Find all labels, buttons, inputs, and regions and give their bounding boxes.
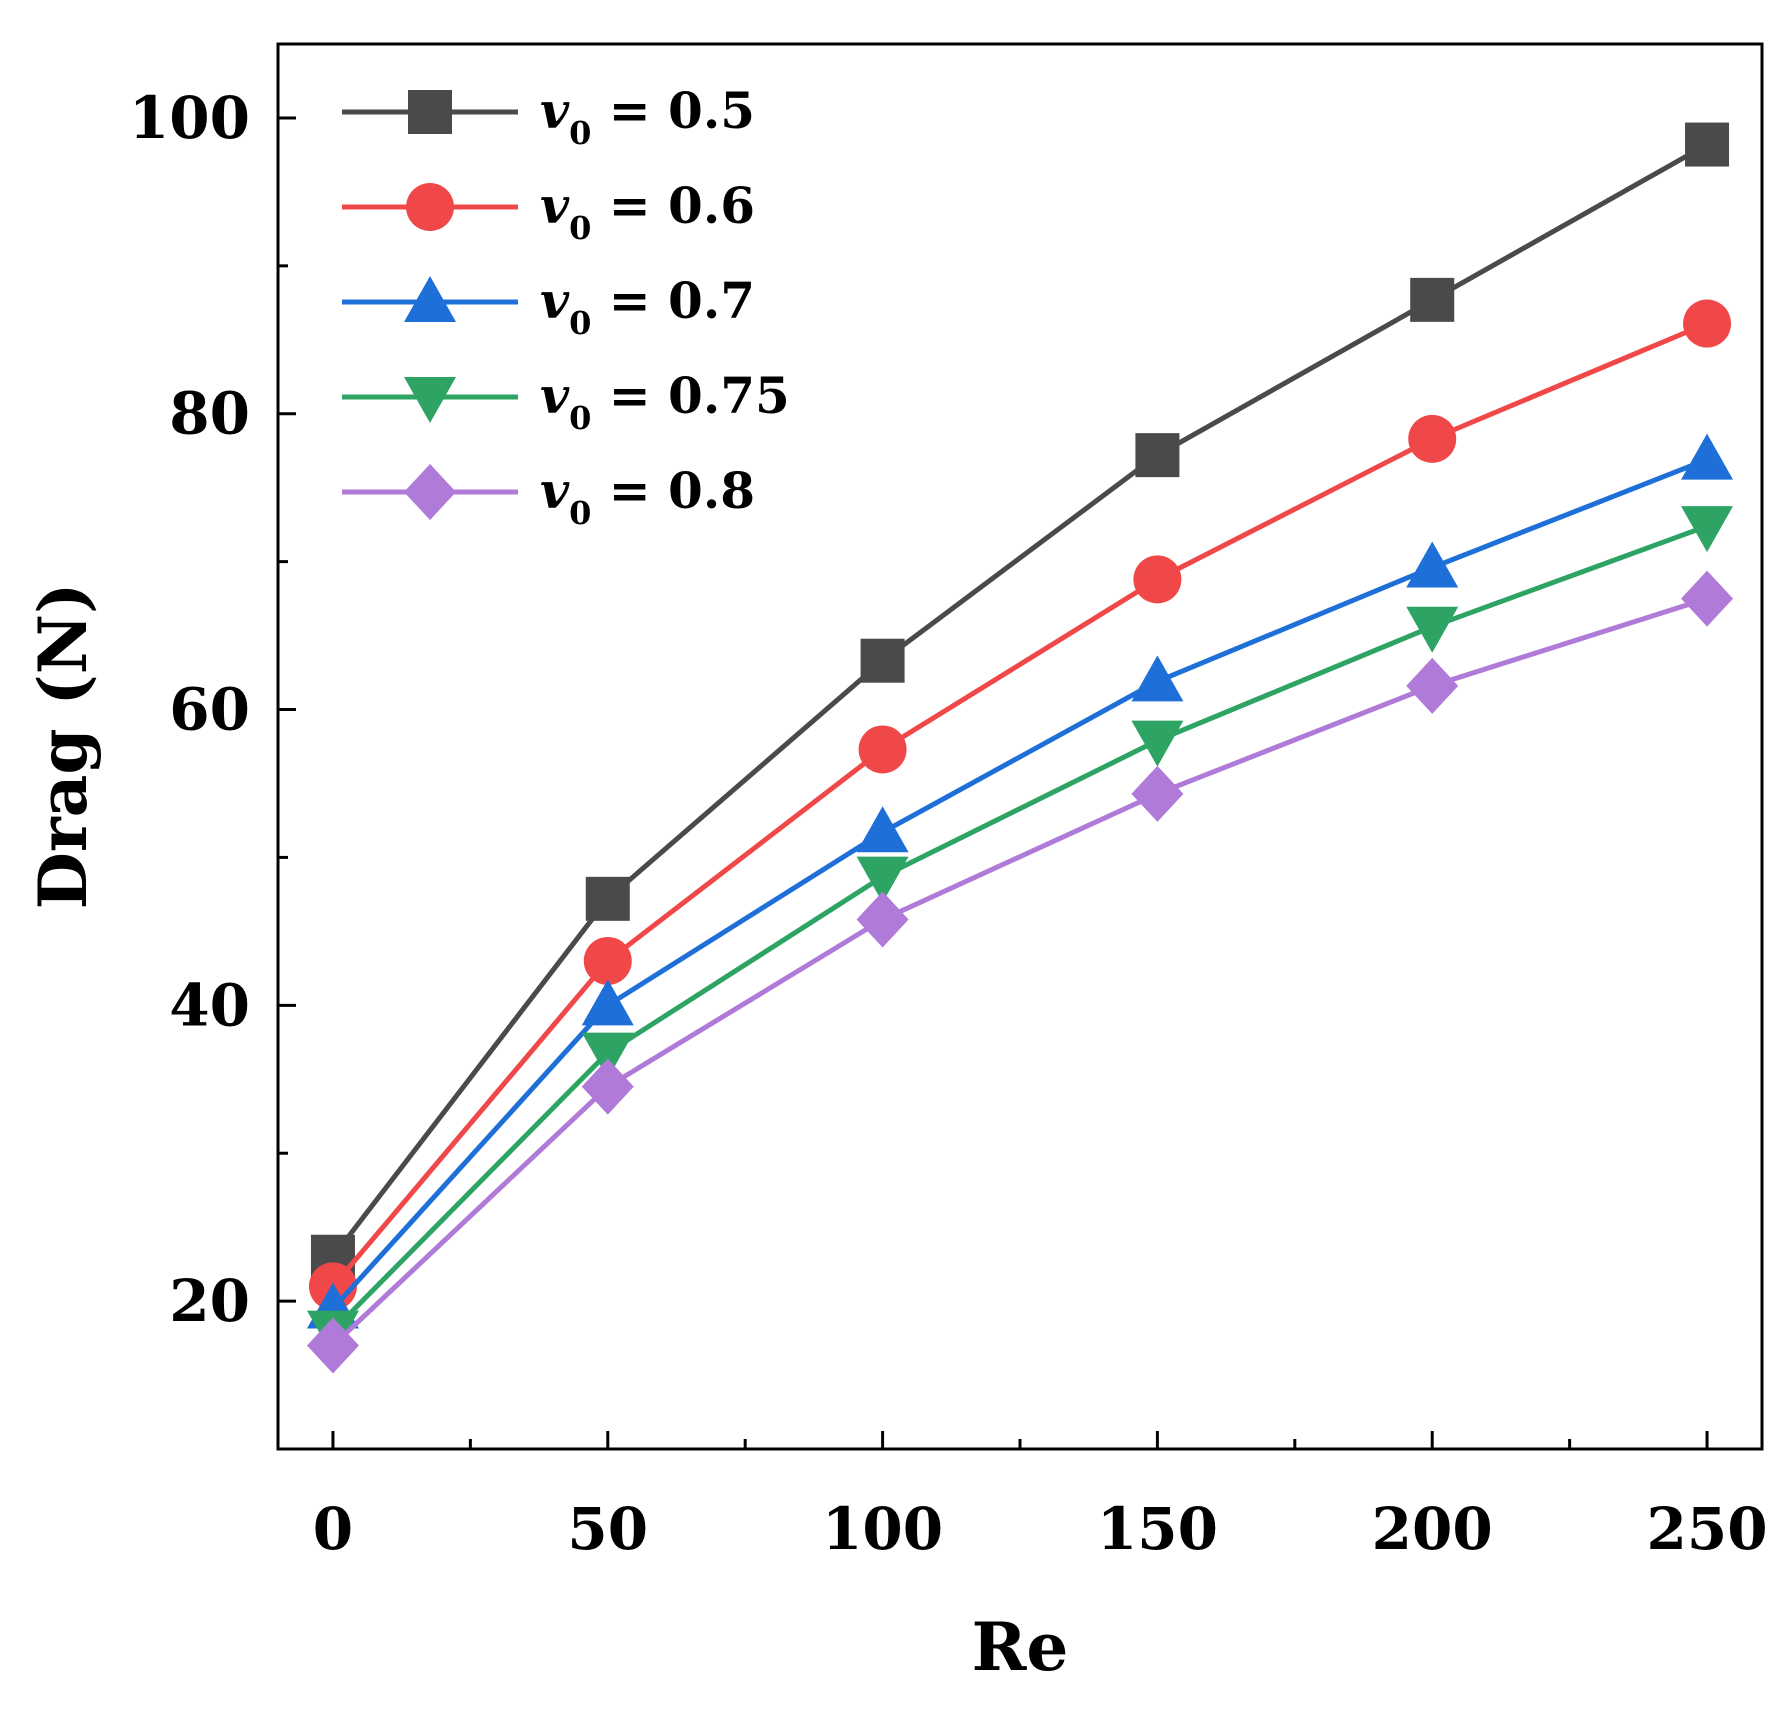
legend: v0 = 0.5 v0 = 0.6 v0 = 0.7 v0 = 0.75 v0 = 0.…: [342, 81, 790, 532]
series-line: [331, 457, 1708, 1311]
series-5: [306, 570, 1734, 1374]
legend-marker: [408, 90, 452, 134]
y-axis-title: Drag (N): [24, 583, 102, 910]
data-point: [1131, 720, 1184, 767]
y-tick-label: 80: [169, 380, 250, 448]
data-point: [1133, 555, 1182, 604]
plot-marks: [306, 122, 1734, 1374]
legend-marker: [404, 276, 456, 322]
legend-marker: [404, 377, 456, 423]
series-4: [306, 506, 1734, 1357]
x-tick-label: 50: [567, 1495, 648, 1563]
x-tick-label: 150: [1097, 1495, 1218, 1563]
x-axis-title: Re: [972, 1608, 1069, 1686]
data-point: [583, 936, 632, 985]
data-point: [1681, 570, 1734, 627]
legend-label: v0 = 0.75: [540, 366, 790, 437]
x-tick-label: 100: [822, 1495, 943, 1563]
data-point: [1131, 655, 1184, 702]
y-tick-label: 60: [169, 676, 250, 744]
data-point: [856, 806, 909, 853]
y-tick-label: 40: [169, 971, 250, 1039]
legend-entry: v0 = 0.75: [342, 366, 790, 437]
legend-marker: [404, 464, 456, 520]
data-point: [581, 979, 634, 1026]
data-point: [581, 1058, 634, 1115]
legend-label: v0 = 0.6: [540, 176, 755, 247]
data-point: [1681, 506, 1734, 553]
data-point: [1406, 657, 1459, 714]
series-line: [330, 142, 1709, 1259]
x-tick-label: 250: [1646, 1495, 1767, 1563]
legend-label: v0 = 0.5: [540, 81, 755, 152]
series-line: [331, 321, 1709, 1288]
data-point: [1410, 277, 1455, 322]
data-point: [1131, 765, 1184, 822]
y-tick-label: 20: [169, 1267, 250, 1335]
legend-marker: [406, 183, 454, 231]
data-point: [858, 725, 907, 774]
data-point: [1681, 433, 1734, 480]
legend-entry: v0 = 0.6: [342, 176, 755, 247]
data-point: [1408, 414, 1457, 463]
data-point: [860, 638, 905, 683]
series-line: [331, 596, 1708, 1348]
data-point: [581, 1032, 634, 1079]
data-point: [306, 1317, 359, 1374]
data-point: [1406, 606, 1459, 653]
data-point: [1406, 541, 1459, 588]
legend-entry: v0 = 0.5: [342, 81, 755, 152]
y-tick-label: 100: [129, 84, 250, 152]
x-tick-label: 200: [1372, 1495, 1493, 1563]
series-1: [310, 122, 1730, 1279]
series-line: [331, 523, 1708, 1333]
data-point: [856, 856, 909, 903]
data-point: [1685, 122, 1730, 167]
legend-label: v0 = 0.8: [540, 461, 755, 532]
x-tick-label: 0: [313, 1495, 353, 1563]
data-point: [585, 876, 630, 921]
legend-label: v0 = 0.7: [540, 271, 755, 342]
data-point: [1135, 433, 1180, 478]
data-point: [856, 891, 909, 948]
legend-entry: v0 = 0.7: [342, 271, 755, 342]
data-point: [1683, 299, 1732, 348]
legend-entry: v0 = 0.8: [342, 461, 755, 532]
series-3: [306, 433, 1734, 1329]
axes: 0 50 100 150 200 250 20 40 60 80 100: [129, 84, 1768, 1563]
